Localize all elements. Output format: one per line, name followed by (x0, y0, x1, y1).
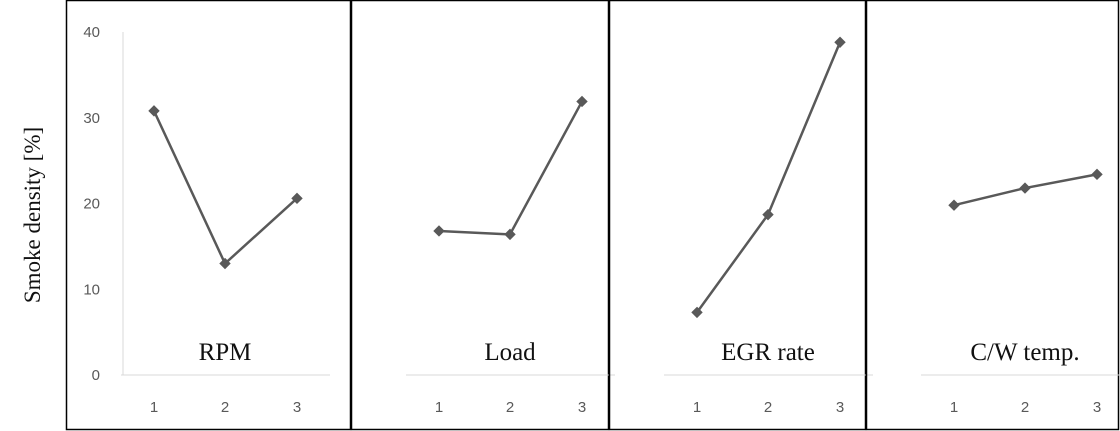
data-point-marker (433, 225, 445, 237)
x-tick-label: 1 (150, 399, 158, 416)
panel-label: Load (484, 339, 536, 366)
y-tick-label: 20 (83, 196, 100, 213)
x-tick-label: 2 (764, 399, 772, 416)
series-line (152, 110, 298, 266)
data-point-marker (762, 208, 774, 221)
panel-c-w-temp: 1 2 3 C/W temp. (865, 0, 1120, 431)
x-tick-label: 3 (578, 399, 586, 416)
panel-load: 1 2 3 Load (350, 0, 615, 431)
y-axis-ticks: 0 10 20 30 40 (83, 24, 100, 384)
y-tick-label: 30 (83, 110, 100, 127)
data-point-marker (834, 36, 846, 48)
x-tick-label: 3 (1093, 399, 1101, 416)
data-point-marker (691, 306, 703, 319)
y-tick-label: 0 (92, 367, 100, 384)
x-tick-label: 1 (950, 399, 958, 416)
data-point-marker (291, 192, 303, 205)
x-tick-label: 1 (693, 399, 701, 416)
data-point-marker (1091, 168, 1103, 181)
data-point-marker (1019, 182, 1031, 194)
y-tick-label: 40 (83, 24, 100, 41)
panel-label: RPM (199, 339, 252, 366)
data-point-marker (148, 105, 160, 117)
x-tick-label: 3 (293, 399, 301, 416)
series-line (695, 41, 842, 314)
x-tick-label: 3 (836, 399, 844, 416)
panel-border (65, 0, 352, 431)
x-tick-label: 2 (1021, 399, 1029, 416)
data-point-marker (504, 228, 516, 241)
panel-border (865, 0, 1120, 431)
y-tick-label: 10 (83, 281, 100, 298)
panel-border (608, 0, 867, 431)
panel-label: C/W temp. (970, 339, 1079, 366)
y-axis-label: Smoke density [%] (20, 127, 45, 303)
data-point-marker (576, 95, 588, 108)
x-tick-label: 2 (221, 399, 229, 416)
x-tick-label: 1 (435, 399, 443, 416)
panel-rpm: 1 2 3 RPM (65, 0, 352, 431)
panel-border (350, 0, 610, 431)
data-point-marker (948, 199, 960, 211)
x-tick-label: 2 (506, 399, 514, 416)
data-point-marker (219, 257, 231, 270)
series-line (438, 100, 584, 236)
panel-label: EGR rate (721, 339, 815, 366)
chart-panels: 1 2 3 RPM 1 2 3 Load 1 2 3 EGR rate 1 2 3 C/W temp. (65, 0, 1120, 431)
panel-egr-rate: 1 2 3 EGR rate (608, 0, 873, 431)
